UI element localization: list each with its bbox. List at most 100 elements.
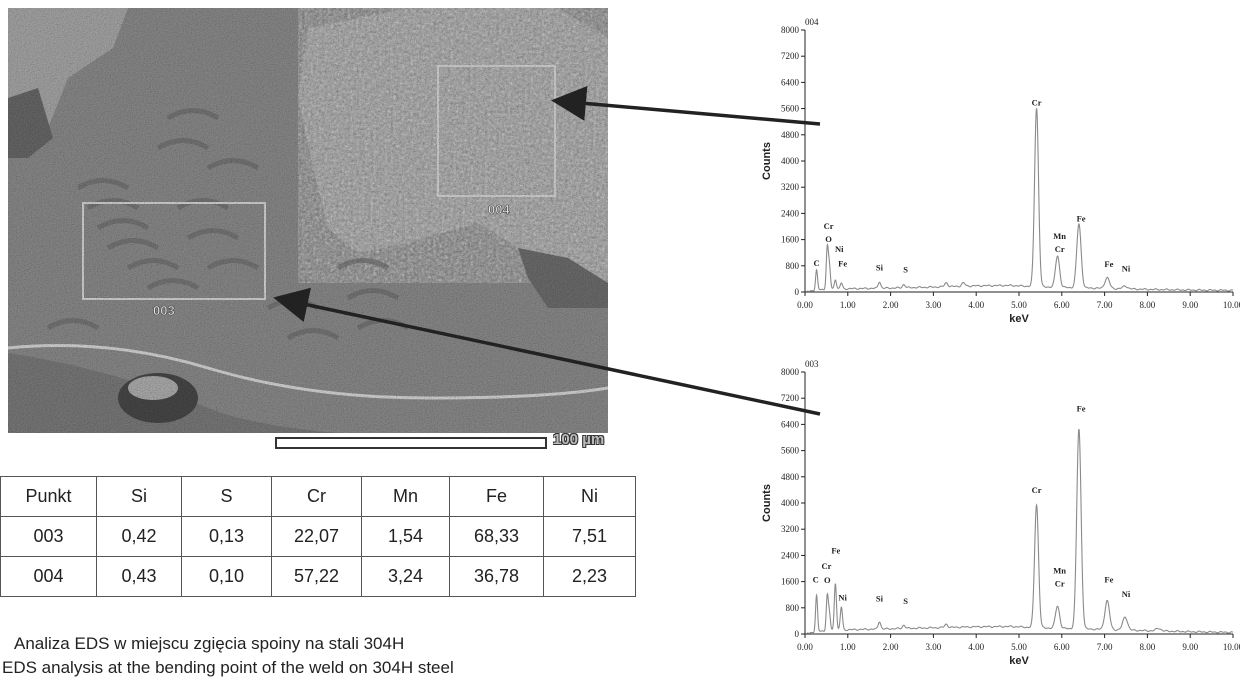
peak-label: Fe	[831, 545, 840, 555]
x-tick-label: 5.00	[1011, 300, 1027, 310]
table-cell: 22,07	[271, 516, 362, 557]
x-tick-label: 3.00	[926, 642, 942, 652]
table-cell: 36,78	[449, 556, 544, 597]
peak-label: Si	[876, 593, 884, 603]
table-cell: 0,10	[181, 556, 272, 597]
spectrum-003: 003 0 800 1600 2400 3200 4000 4800 5600 6400 7200 8…	[760, 342, 1240, 677]
table-cell: 0,42	[96, 516, 182, 557]
peak-label: S	[903, 264, 908, 274]
table-cell: 003	[0, 516, 97, 557]
x-tick-label: 10.00	[1223, 300, 1240, 310]
table-header-cell: Cr	[271, 476, 362, 517]
y-tick-label: 3200	[781, 524, 800, 534]
table-cell: 0,13	[181, 516, 272, 557]
x-axis-title: keV	[1009, 313, 1029, 325]
y-tick-label: 4000	[781, 156, 800, 166]
peak-label: Ni	[1122, 264, 1131, 274]
x-tick-label: 8.00	[1140, 300, 1156, 310]
table-header-cell: S	[181, 476, 272, 517]
peak-label: O	[824, 575, 831, 585]
x-tick-label: 4.00	[968, 300, 984, 310]
y-tick-label: 0	[795, 287, 800, 297]
y-tick-label: 8000	[781, 25, 800, 35]
peak-label: Mn	[1053, 565, 1066, 575]
table-row: 003 0,42 0,13 22,07 1,54 68,33 7,51	[0, 516, 636, 557]
y-tick-label: 800	[786, 603, 800, 613]
peak-label: Ni	[1122, 589, 1131, 599]
spectrum-title: 004	[805, 17, 819, 27]
table-cell: 68,33	[449, 516, 544, 557]
y-tick-label: 2400	[781, 208, 800, 218]
spectrum-title: 003	[805, 359, 819, 369]
y-tick-label: 6400	[781, 419, 800, 429]
peak-label: C	[813, 258, 819, 268]
x-tick-label: 9.00	[1182, 642, 1198, 652]
peak-label: Cr	[1032, 97, 1042, 107]
y-tick-label: 0	[795, 629, 800, 639]
table-header-cell: Mn	[361, 476, 450, 517]
peak-label: Ni	[835, 244, 844, 254]
table-cell: 1,54	[361, 516, 450, 557]
x-tick-label: 6.00	[1054, 642, 1070, 652]
peak-label: Ni	[838, 592, 847, 602]
table-header-cell: Si	[96, 476, 182, 517]
y-axis-title: Counts	[761, 142, 773, 180]
x-tick-label: 3.00	[926, 300, 942, 310]
table-header-row: Punkt Si S Cr Mn Fe Ni	[0, 476, 636, 517]
y-tick-label: 4000	[781, 498, 800, 508]
spectrum-004-plot: 004 0 800 1600 2400 3200 4000 4800 5600 6400 7200 8…	[761, 17, 1240, 325]
y-tick-label: 7200	[781, 393, 800, 403]
peak-label: Cr	[1055, 579, 1065, 589]
x-tick-label: 2.00	[883, 300, 899, 310]
x-tick-label: 0.00	[797, 642, 813, 652]
x-tick-label: 1.00	[840, 300, 856, 310]
x-tick-label: 9.00	[1182, 300, 1198, 310]
peak-label: Fe	[1077, 403, 1086, 413]
y-tick-label: 1600	[781, 577, 800, 587]
y-tick-label: 3200	[781, 182, 800, 192]
scale-bar	[275, 437, 547, 449]
peak-label: Cr	[821, 561, 831, 571]
table-header-cell: Punkt	[0, 476, 97, 517]
y-tick-label: 1600	[781, 235, 800, 245]
peak-label: Fe	[1104, 259, 1113, 269]
x-axis-title: keV	[1009, 655, 1029, 667]
x-tick-label: 5.00	[1011, 642, 1027, 652]
x-tick-label: 7.00	[1097, 642, 1113, 652]
scale-label: 100 µm	[553, 431, 605, 448]
table-header-cell: Fe	[449, 476, 544, 517]
peak-label: C	[813, 574, 819, 584]
spectrum-line	[807, 428, 1233, 634]
spectrum-line	[807, 108, 1233, 292]
region-label-003: 003	[153, 303, 175, 318]
x-tick-label: 6.00	[1054, 300, 1070, 310]
x-tick-label: 8.00	[1140, 642, 1156, 652]
x-tick-label: 0.00	[797, 300, 813, 310]
peak-label: Fe	[838, 258, 847, 268]
peak-label: Cr	[824, 221, 834, 231]
y-axis-title: Counts	[761, 484, 773, 522]
table-row: 004 0,43 0,10 57,22 3,24 36,78 2,23	[0, 556, 636, 597]
spectrum-003-plot: 003 0 800 1600 2400 3200 4000 4800 5600 6400 7200 8…	[761, 359, 1240, 667]
peak-label: Fe	[1104, 574, 1113, 584]
sem-micrograph: 004 003	[8, 8, 608, 433]
x-tick-label: 1.00	[840, 642, 856, 652]
peak-label: Cr	[1055, 244, 1065, 254]
table-cell: 57,22	[271, 556, 362, 597]
composition-table: Punkt Si S Cr Mn Fe Ni 003 0,42 0,13 22,…	[0, 476, 636, 597]
region-label-004: 004	[488, 202, 510, 217]
y-tick-label: 800	[786, 261, 800, 271]
peak-label: Si	[876, 263, 884, 273]
y-tick-label: 4800	[781, 130, 800, 140]
x-tick-label: 4.00	[968, 642, 984, 652]
y-tick-label: 6400	[781, 77, 800, 87]
y-tick-label: 5600	[781, 446, 800, 456]
y-tick-label: 5600	[781, 104, 800, 114]
table-cell: 7,51	[543, 516, 636, 557]
y-tick-label: 2400	[781, 550, 800, 560]
x-tick-label: 10.00	[1223, 642, 1240, 652]
y-tick-label: 8000	[781, 367, 800, 377]
spectrum-004: 004 0 800 1600 2400 3200 4000 4800 5600 6400 7200 8…	[760, 0, 1240, 335]
table-cell: 0,43	[96, 556, 182, 597]
table-header-cell: Ni	[543, 476, 636, 517]
